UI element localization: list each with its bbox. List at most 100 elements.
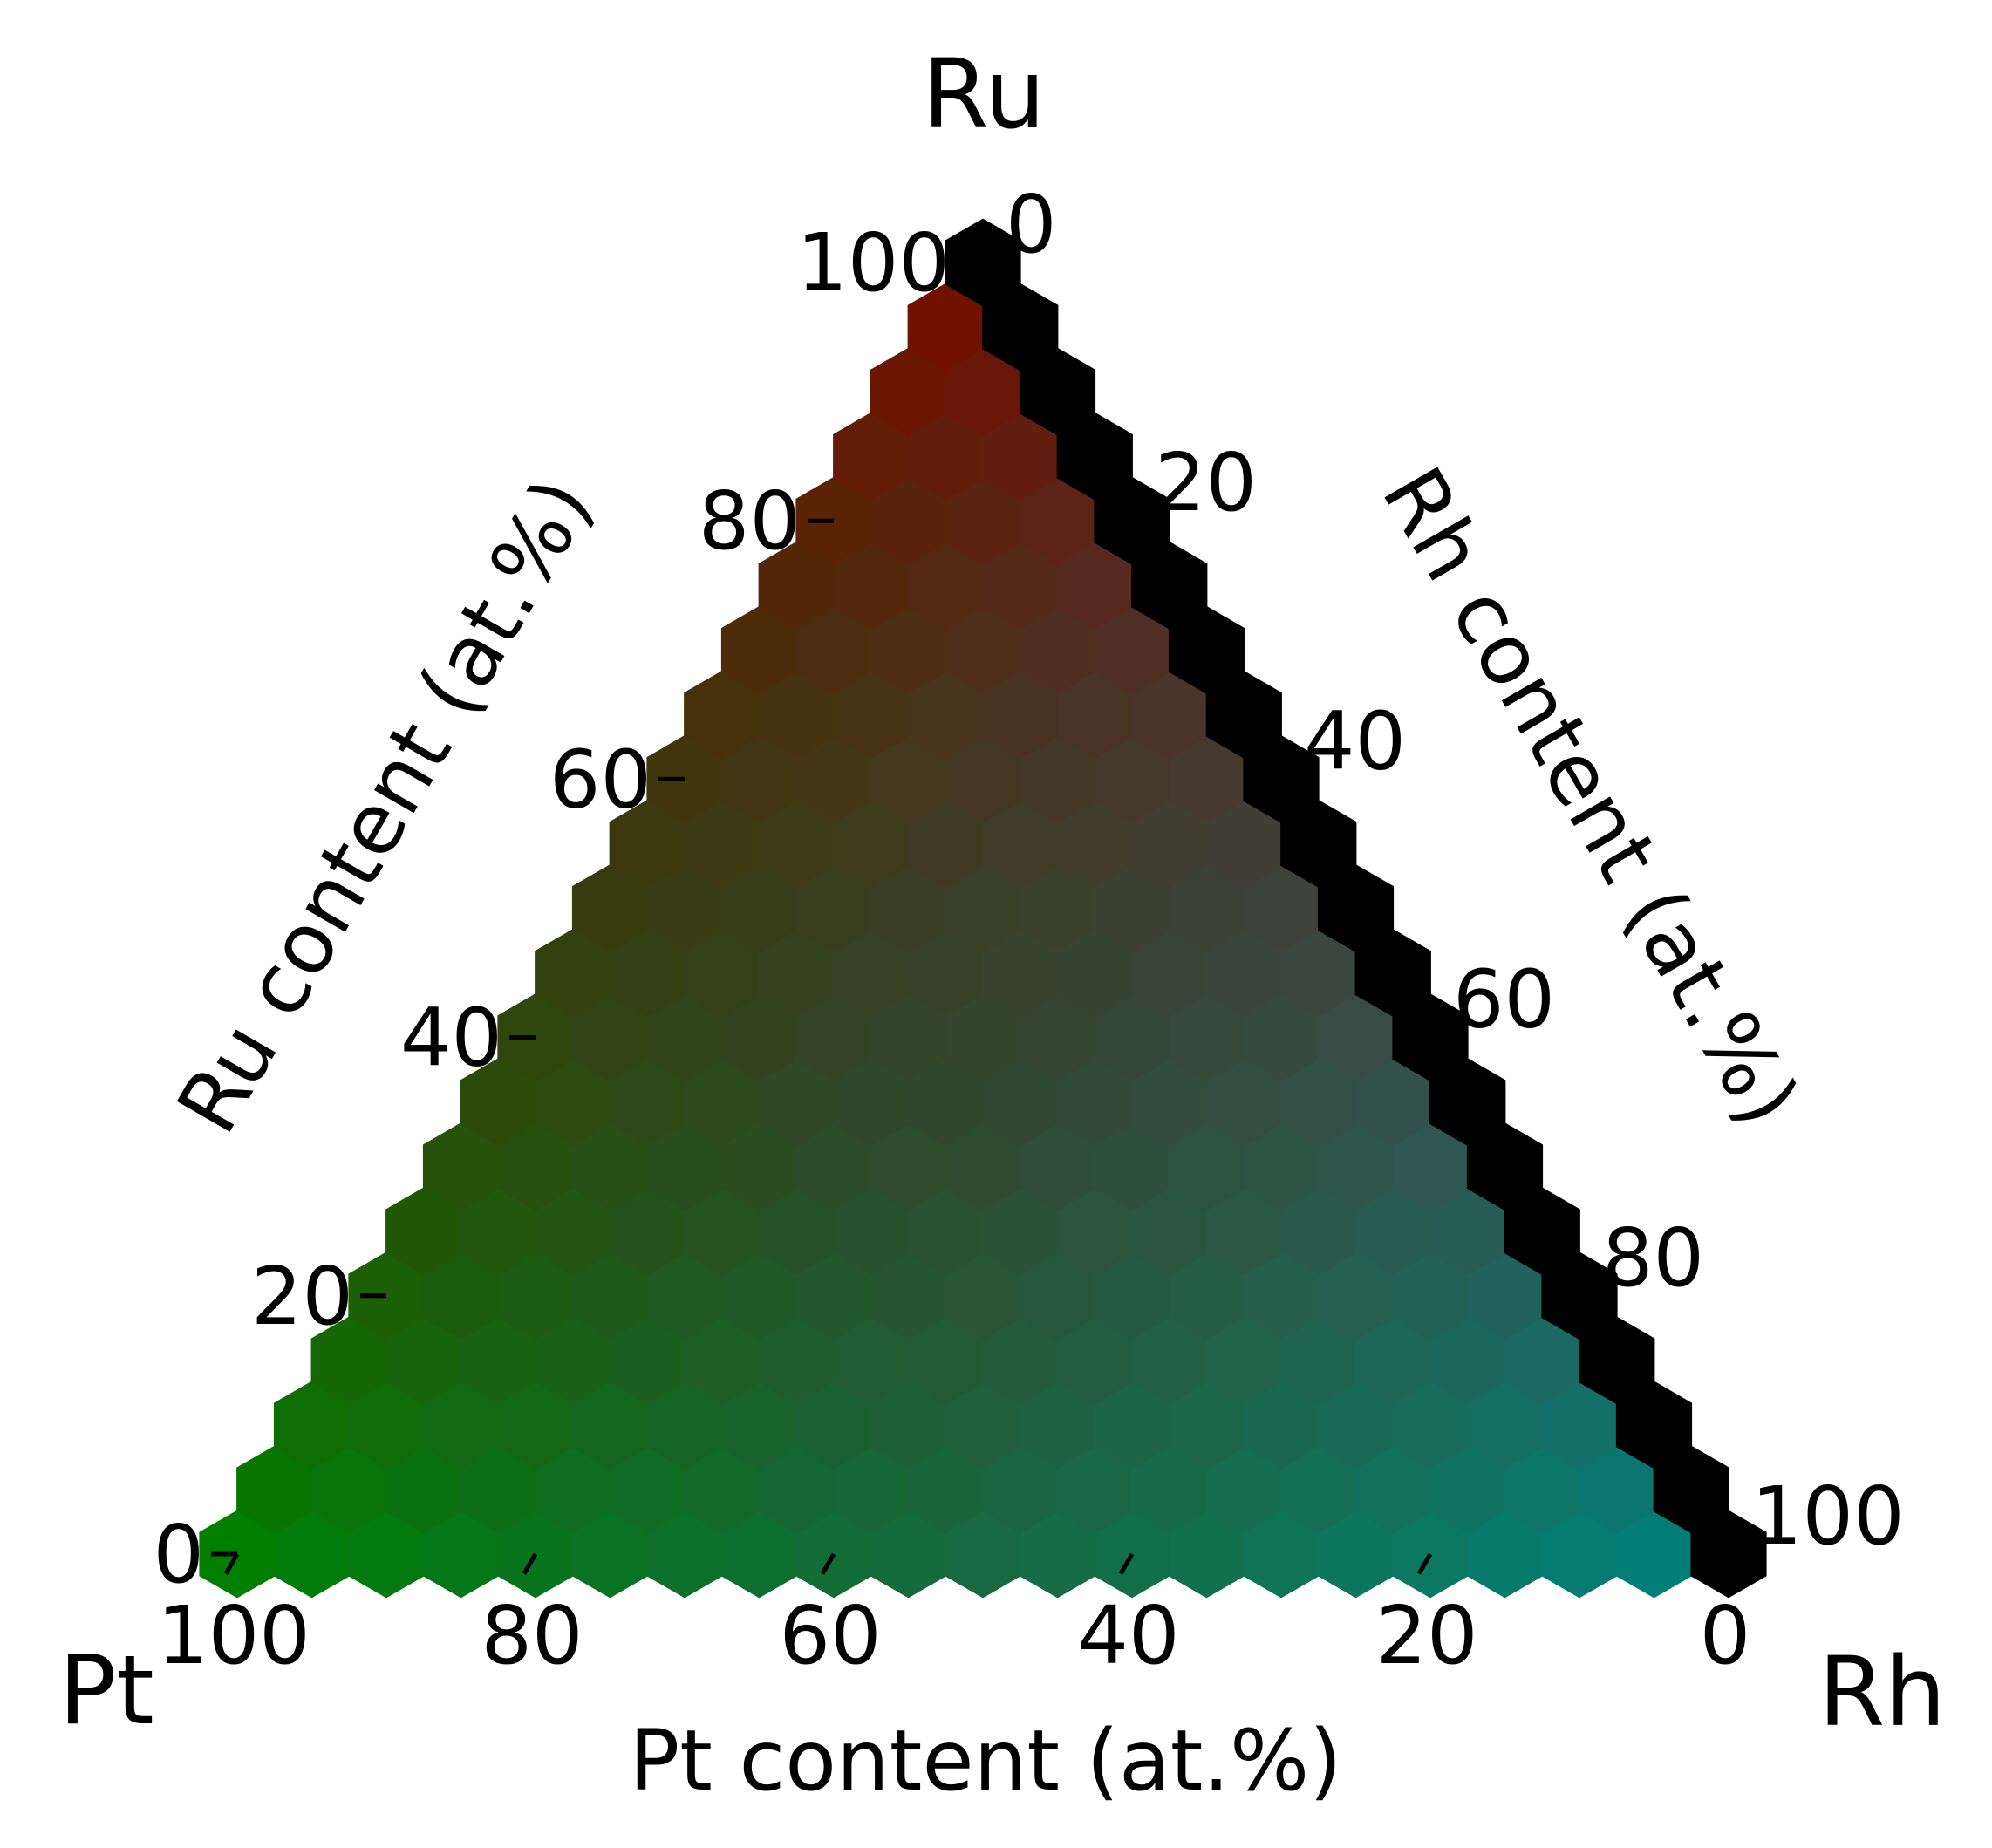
hexbin-cell	[497, 1381, 574, 1470]
hexbin-cell	[1019, 735, 1096, 823]
tick-label-bottom: 60	[779, 1589, 881, 1682]
hexbin-cell	[1131, 1187, 1208, 1276]
hexbin-cell	[1094, 735, 1170, 823]
hexbin-cell	[758, 671, 835, 759]
hexbin-cell	[982, 1058, 1059, 1146]
hexbin-cell	[795, 605, 872, 694]
hexbin-cell	[1131, 1316, 1208, 1405]
hexbin-cell	[571, 1381, 649, 1470]
hexbin-cell	[1131, 800, 1208, 888]
hexbin-cell	[348, 1381, 425, 1470]
tick-mark-bottom	[1416, 1552, 1433, 1575]
hexbin-cell	[1168, 735, 1245, 823]
hexbin-cell	[1243, 1510, 1320, 1599]
hexbin-cell	[1094, 1381, 1170, 1470]
hexbin-cell	[1094, 605, 1170, 694]
tick-label-left: 100	[796, 216, 950, 310]
hexbin-cell	[1354, 1445, 1431, 1534]
hexbin-cell	[982, 541, 1059, 630]
hexbin-cell	[1317, 1251, 1395, 1340]
hexbin-cell	[1056, 412, 1133, 501]
hexbin-cell	[1466, 1381, 1544, 1470]
hexbin-cell	[758, 929, 835, 1017]
hexbin-cell	[1131, 671, 1208, 759]
hexbin-cell	[982, 283, 1059, 372]
hexbin-cell	[1579, 1445, 1655, 1534]
hexbin-cell	[982, 1445, 1059, 1534]
hexbin-cell	[1429, 1316, 1506, 1405]
hexbin-cell	[684, 1187, 761, 1276]
hexbin-cell	[1243, 1381, 1320, 1470]
hexbin-cell	[945, 476, 1021, 565]
hexbin-cell	[422, 1122, 500, 1211]
hexbin-cell	[1429, 1058, 1506, 1146]
hexbin-cell	[422, 1510, 500, 1599]
hexbin-cell	[535, 1058, 611, 1146]
hexbin-cell	[1504, 1316, 1580, 1405]
hexbin-cell	[870, 347, 947, 436]
hexbin-cell	[870, 1122, 947, 1211]
hexbin-cell	[1019, 864, 1096, 952]
hexbin-cell	[795, 1381, 872, 1470]
hexbin-cell	[535, 929, 611, 1017]
hexbin-cell	[1056, 671, 1133, 759]
hexbin-cell	[571, 1122, 649, 1211]
tick-mark-right	[1129, 500, 1146, 522]
hexbin-cell	[833, 800, 910, 888]
hexbin-cell	[758, 541, 835, 630]
hexbin-cell	[945, 993, 1021, 1081]
tick-label-bottom: 80	[481, 1589, 583, 1682]
hexbin-cell	[1056, 1187, 1133, 1276]
tick-label-right: 40	[1304, 694, 1406, 788]
hexbin-cell	[1205, 1058, 1282, 1146]
hexbin-cell	[907, 671, 984, 759]
hexbin-cell	[982, 1187, 1059, 1276]
hexbin-cell	[1280, 1445, 1357, 1534]
tick-label-right: 100	[1751, 1470, 1905, 1563]
hexbin-cell	[1280, 800, 1357, 888]
hexbin-cell	[1392, 1122, 1469, 1211]
hexbin-cell	[273, 1510, 351, 1599]
hexbin-cell	[1168, 1122, 1245, 1211]
hexbin-cell	[385, 1316, 462, 1405]
hexbin-cell	[1131, 1058, 1208, 1146]
hexbin-cell	[422, 1251, 500, 1340]
hexbin-cell	[1094, 1251, 1170, 1340]
hexbin-cell	[1168, 1251, 1245, 1340]
tick-label-bottom: 40	[1077, 1589, 1179, 1682]
hexbin-cell	[945, 1122, 1021, 1211]
hexbin-cell	[385, 1445, 462, 1534]
hexbin-cell	[1094, 1122, 1170, 1211]
hexbin-cell	[907, 283, 984, 372]
hexbin-cell	[1168, 1381, 1245, 1470]
hexbin-cell	[907, 800, 984, 888]
hexbin-cell	[1243, 1251, 1320, 1340]
hexbin-cell	[1056, 1316, 1133, 1405]
hexbin-cell	[646, 864, 723, 952]
hexbin-cell	[720, 1122, 798, 1211]
hexbin-cell	[795, 735, 872, 823]
hexbin-cell	[1280, 1316, 1357, 1405]
hexbin-cell	[1504, 1187, 1580, 1276]
tick-mark-right	[1279, 758, 1295, 781]
hexbin-cell	[1168, 993, 1245, 1081]
hexbin-cell	[1131, 541, 1208, 630]
tick-mark-bottom	[1715, 1552, 1731, 1575]
hexbin-cell	[1392, 1381, 1469, 1470]
hexbin-cell	[758, 800, 835, 888]
hexbin-cell	[1019, 993, 1096, 1081]
hexbin-cell	[907, 929, 984, 1017]
tick-label-left: 80	[699, 474, 801, 568]
hexbin-cell	[1205, 1316, 1282, 1405]
hexbin-cell	[348, 1510, 425, 1599]
hexbin-cell	[1019, 605, 1096, 694]
hexbin-cell	[833, 1316, 910, 1405]
hexbin-cell	[535, 1187, 611, 1276]
hexbin-cell	[571, 1510, 649, 1599]
hexbin-cell	[1205, 929, 1282, 1017]
hexbin-cell	[907, 1058, 984, 1146]
hexbin-cell	[720, 1251, 798, 1340]
hexbin-cell	[684, 929, 761, 1017]
hexbin-cell	[460, 1187, 536, 1276]
hexbin-cell	[1466, 1122, 1544, 1211]
